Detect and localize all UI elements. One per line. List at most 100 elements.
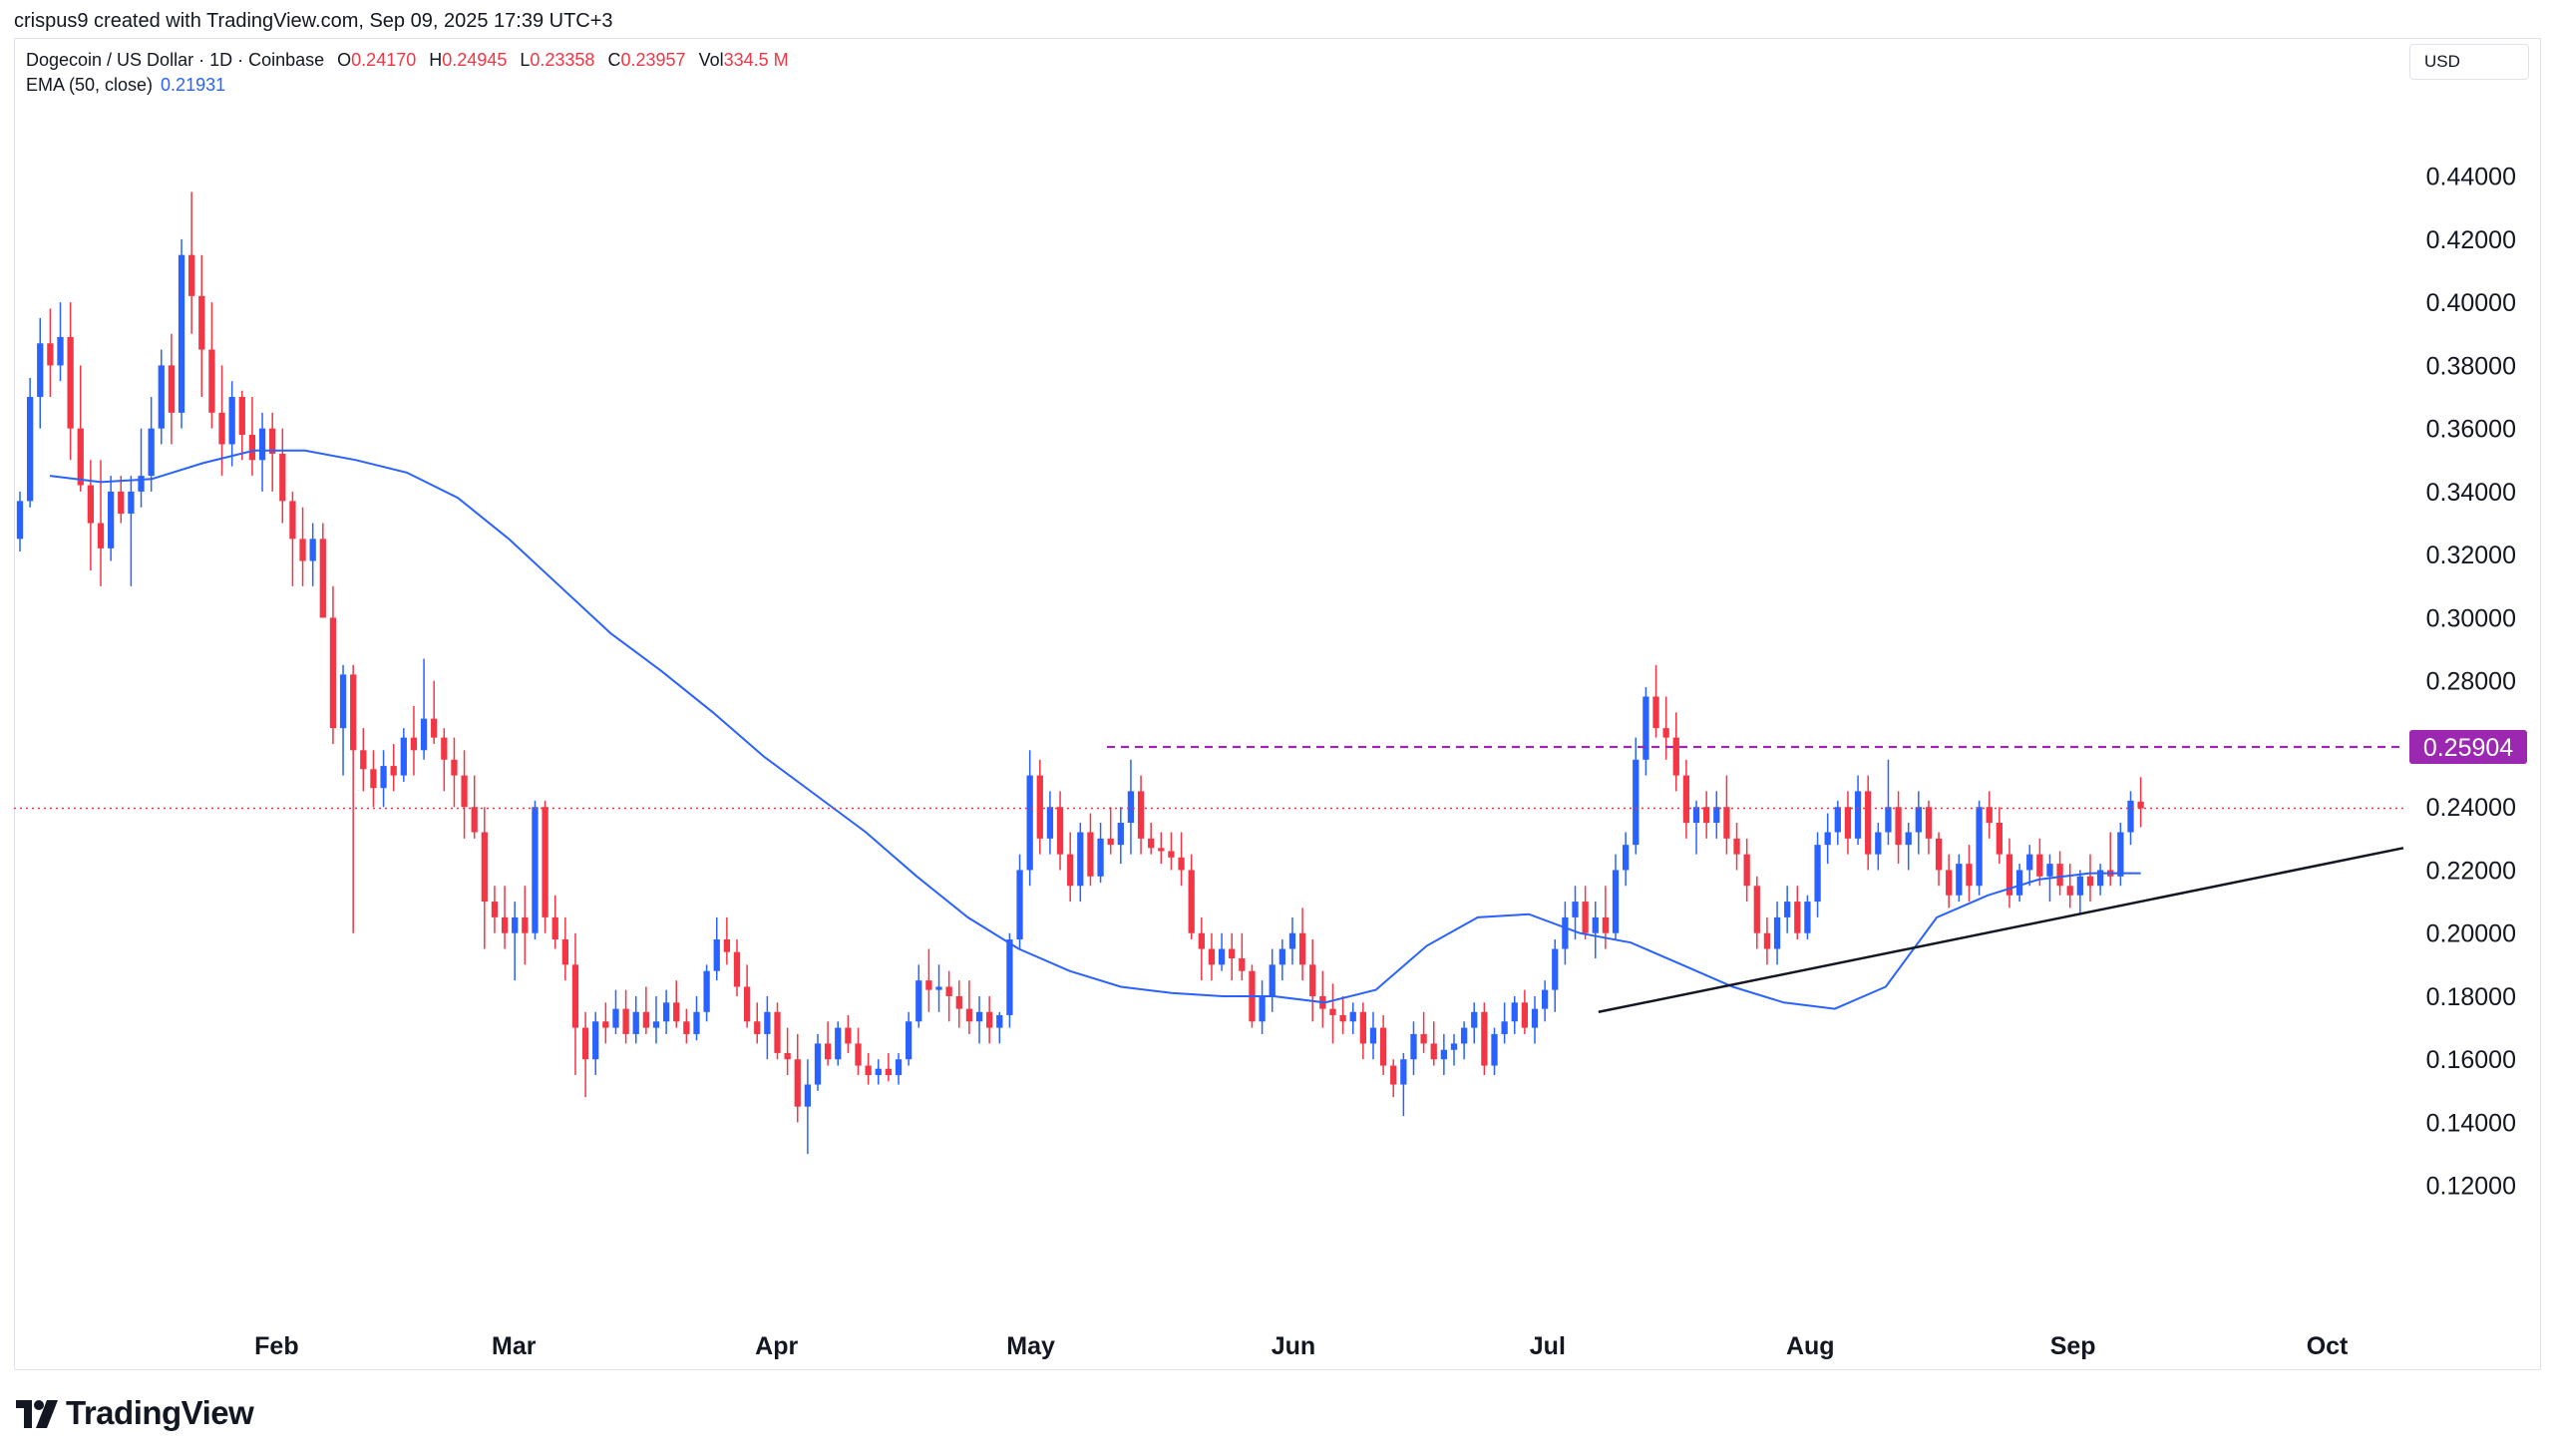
candle <box>1723 775 1730 855</box>
y-tick-label: 0.42000 <box>2426 226 2516 254</box>
candle <box>1541 980 1549 1022</box>
candle <box>471 775 478 839</box>
tradingview-wordmark[interactable]: TradingView <box>66 1394 254 1431</box>
candle <box>1117 807 1124 865</box>
candle <box>269 412 276 492</box>
candle <box>16 491 24 552</box>
candle <box>723 916 731 965</box>
candle <box>37 317 44 429</box>
candle <box>703 964 710 1022</box>
time-axis[interactable]: Feb Mar Apr May Jun Jul Aug Sep Oct <box>254 1332 2349 1360</box>
candle <box>1036 759 1043 855</box>
candle <box>67 302 74 461</box>
candle <box>289 491 296 586</box>
candle <box>1229 932 1236 981</box>
candle <box>733 939 741 996</box>
candle <box>299 507 306 586</box>
candle <box>875 1059 882 1085</box>
candle <box>2107 832 2114 887</box>
candle <box>2056 851 2063 896</box>
candle <box>1865 775 1872 871</box>
candle <box>1662 696 1669 760</box>
candle <box>1137 775 1145 855</box>
candle <box>238 390 245 461</box>
x-tick-label: Feb <box>254 1332 298 1360</box>
candle <box>1844 791 1852 855</box>
candle <box>451 737 458 808</box>
candle <box>774 1002 781 1060</box>
candle <box>1773 902 1781 965</box>
candle <box>1824 813 1831 865</box>
candle <box>1986 791 1993 839</box>
ema-label: EMA (50, close) <box>26 75 154 95</box>
candle <box>218 365 225 477</box>
candle <box>1319 970 1326 1028</box>
candle <box>2086 854 2094 903</box>
candle <box>512 902 519 981</box>
candle <box>915 964 922 1028</box>
candle <box>168 333 176 445</box>
candle <box>1895 791 1902 865</box>
candle <box>1450 1033 1458 1066</box>
candle <box>360 728 367 792</box>
candle <box>1946 854 1953 909</box>
support-trendline[interactable] <box>1598 847 2404 1014</box>
x-tick-label: Sep <box>2050 1332 2096 1360</box>
candle <box>410 705 418 776</box>
candle <box>1208 932 1216 981</box>
currency-selector[interactable]: USD <box>2409 44 2529 80</box>
candle <box>925 948 932 1012</box>
candle <box>642 986 649 1034</box>
candle <box>1239 932 1246 981</box>
ema-row[interactable]: EMA (50, close) 0.21931 <box>26 73 789 98</box>
high-label: H <box>429 50 443 70</box>
volume-value: 334.5 M <box>723 50 789 70</box>
price-badge-label: 0.25904 <box>2423 734 2513 762</box>
candle <box>370 750 377 808</box>
x-tick-label: Oct <box>2307 1332 2349 1360</box>
candle <box>1178 832 1185 887</box>
candle <box>986 995 993 1044</box>
tradingview-logo-icon[interactable] <box>14 1394 60 1434</box>
candle <box>1875 823 1882 871</box>
candle <box>1491 1027 1498 1076</box>
candle <box>561 916 568 981</box>
candle <box>329 585 337 744</box>
candle <box>97 460 105 586</box>
candle <box>743 964 751 1028</box>
candle <box>1592 902 1599 959</box>
candle <box>794 1033 801 1123</box>
candle <box>662 989 670 1034</box>
candle <box>1905 823 1912 871</box>
high-value: 0.24945 <box>442 50 508 70</box>
candle <box>1996 807 2003 865</box>
candle <box>1814 832 1821 917</box>
candle <box>935 964 942 1012</box>
candle <box>1562 902 1569 965</box>
y-tick-label: 0.44000 <box>2426 164 2516 191</box>
x-tick-label: Aug <box>1786 1332 1835 1360</box>
volume-label: Vol <box>698 50 724 70</box>
candle <box>1298 908 1306 981</box>
candle <box>965 980 973 1034</box>
candle <box>158 349 165 445</box>
symbol-row[interactable]: Dogecoin / US Dollar · 1D · Coinbase O0.… <box>26 48 789 73</box>
price-axis[interactable]: 0.44000 0.42000 0.40000 0.38000 0.36000 0.340… <box>2426 164 2516 1201</box>
candle <box>1087 813 1094 887</box>
candle <box>632 995 639 1044</box>
symbol-title: Dogecoin / US Dollar · 1D · Coinbase <box>26 50 325 70</box>
candle <box>1713 791 1720 839</box>
candle <box>1420 1011 1427 1053</box>
candle <box>1067 832 1074 903</box>
candle <box>1672 712 1679 792</box>
candle <box>491 886 499 933</box>
candle <box>47 308 54 398</box>
candle <box>1682 759 1690 839</box>
candle <box>128 476 135 586</box>
candle <box>1642 687 1649 776</box>
candle <box>2137 777 2144 828</box>
candle <box>1935 832 1943 887</box>
candle <box>1521 989 1529 1034</box>
candle <box>1612 854 1620 940</box>
